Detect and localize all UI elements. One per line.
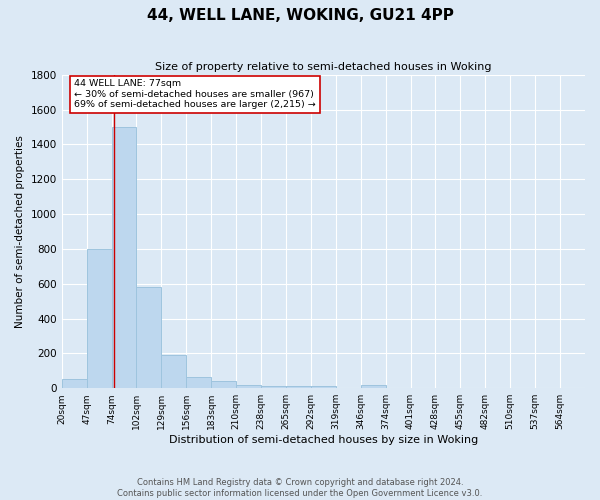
Bar: [161, 355, 186, 388]
Bar: [236, 384, 261, 388]
Bar: [86, 249, 112, 388]
Bar: [62, 378, 86, 388]
Text: 44 WELL LANE: 77sqm
← 30% of semi-detached houses are smaller (967)
69% of semi-: 44 WELL LANE: 77sqm ← 30% of semi-detach…: [74, 80, 316, 109]
Bar: [311, 386, 336, 388]
Bar: [136, 287, 161, 388]
Bar: [112, 127, 136, 388]
Y-axis label: Number of semi-detached properties: Number of semi-detached properties: [15, 135, 25, 328]
Text: 44, WELL LANE, WOKING, GU21 4PP: 44, WELL LANE, WOKING, GU21 4PP: [146, 8, 454, 22]
X-axis label: Distribution of semi-detached houses by size in Woking: Distribution of semi-detached houses by …: [169, 435, 478, 445]
Bar: [286, 386, 311, 388]
Bar: [261, 386, 286, 388]
Text: Contains HM Land Registry data © Crown copyright and database right 2024.
Contai: Contains HM Land Registry data © Crown c…: [118, 478, 482, 498]
Bar: [211, 381, 236, 388]
Title: Size of property relative to semi-detached houses in Woking: Size of property relative to semi-detach…: [155, 62, 491, 72]
Bar: [186, 377, 211, 388]
Bar: [361, 384, 386, 388]
